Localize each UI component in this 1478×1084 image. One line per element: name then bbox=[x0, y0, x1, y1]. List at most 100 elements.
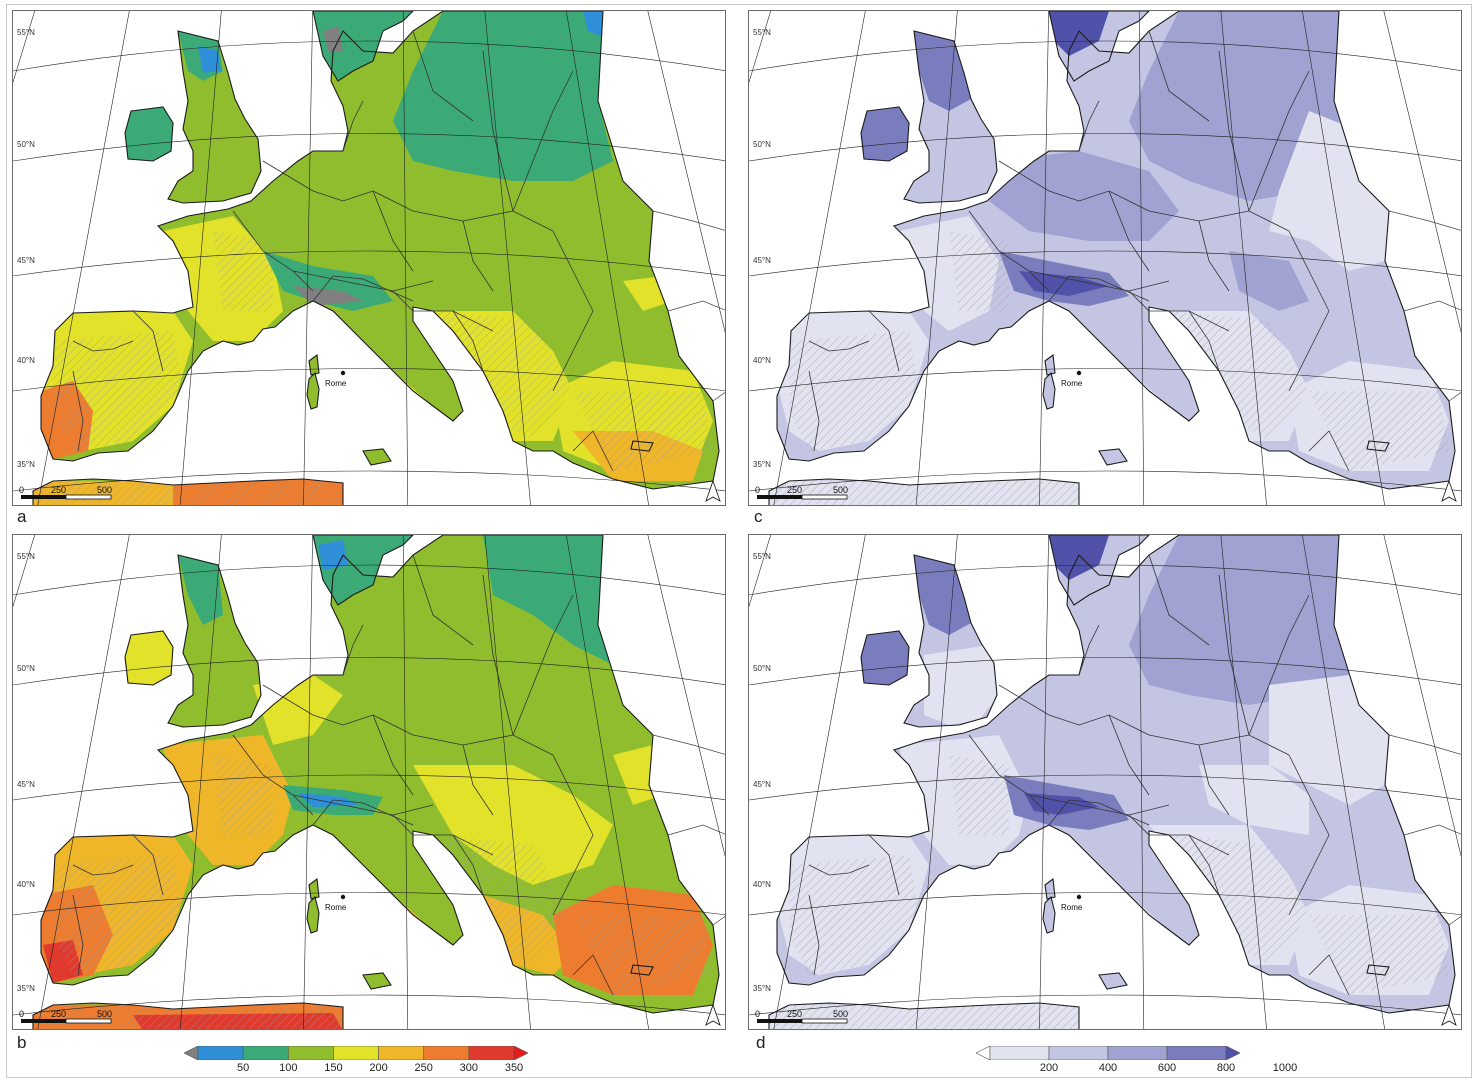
colorbar-right: 200 400 600 800 1000 bbox=[976, 1046, 1297, 1076]
colorbar-tick-label: 50 bbox=[237, 1062, 250, 1074]
map-c: 55°N 50°N 45°N 40°N 35°N Rome 0 250 500 bbox=[749, 11, 1461, 505]
graticule bbox=[13, 535, 725, 1029]
scale-bar: 0 250 500 bbox=[19, 485, 112, 500]
latitude-label: 50°N bbox=[17, 664, 35, 673]
latitude-label: 45°N bbox=[17, 780, 35, 789]
latitude-label: 55°N bbox=[753, 28, 771, 37]
panel-letter-d: d bbox=[756, 1033, 766, 1052]
map-panel-c: 55°N 50°N 45°N 40°N 35°N Rome 0 250 500 bbox=[748, 10, 1462, 506]
panel-letter-a: a bbox=[17, 507, 27, 526]
colorbar-segment bbox=[378, 1046, 425, 1060]
colorbar-segment bbox=[197, 1046, 244, 1060]
colorbar-segment bbox=[287, 1046, 334, 1060]
contour-region bbox=[1229, 251, 1309, 311]
svg-text:500: 500 bbox=[97, 485, 112, 495]
city-label: Rome bbox=[325, 903, 347, 912]
svg-text:250: 250 bbox=[787, 1009, 802, 1019]
coastlines bbox=[768, 11, 1461, 505]
latitude-label: 55°N bbox=[17, 552, 35, 561]
city-label: Rome bbox=[325, 379, 347, 388]
contour-region bbox=[263, 251, 393, 311]
contour-region bbox=[583, 11, 603, 36]
colorbar-min-triangle bbox=[976, 1046, 991, 1060]
colorbar-segment bbox=[1107, 1046, 1168, 1060]
colorbar-left-bar bbox=[184, 1046, 528, 1060]
latitude-label: 40°N bbox=[17, 880, 35, 889]
colorbar-tick-label: 250 bbox=[414, 1062, 433, 1074]
latitude-label: 55°N bbox=[753, 552, 771, 561]
latitude-label: 45°N bbox=[17, 256, 35, 265]
latitude-label: 45°N bbox=[753, 256, 771, 265]
contour-region bbox=[298, 793, 358, 807]
country-borders bbox=[72, 30, 614, 472]
contour-region bbox=[861, 631, 909, 685]
svg-text:250: 250 bbox=[51, 1009, 66, 1019]
map-panel-b: 55°N 50°N 45°N 40°N 35°N Rome 0 250 500 bbox=[12, 534, 726, 1030]
latitude-label: 50°N bbox=[753, 140, 771, 149]
colorbar-tick-label: 800 bbox=[1216, 1062, 1236, 1074]
colorbar-left: 50 100 150 200 250 300 350 bbox=[184, 1046, 528, 1076]
contour-region bbox=[413, 765, 613, 885]
colorbar-tick-label: 1000 bbox=[1272, 1062, 1298, 1074]
contour-region bbox=[1019, 271, 1109, 296]
latitude-label: 50°N bbox=[17, 140, 35, 149]
city-marker bbox=[1076, 894, 1082, 900]
contour-region bbox=[989, 151, 1179, 241]
svg-text:500: 500 bbox=[833, 485, 848, 495]
svg-text:500: 500 bbox=[97, 1009, 112, 1019]
colorbar-max-triangle bbox=[1225, 1046, 1240, 1060]
contour-region bbox=[293, 286, 363, 306]
contour-region bbox=[861, 107, 909, 161]
svg-text:0: 0 bbox=[755, 1009, 760, 1019]
coastlines bbox=[768, 535, 1461, 1029]
colorbar-segment bbox=[468, 1046, 515, 1060]
city-label: Rome bbox=[1061, 379, 1083, 388]
contour-region bbox=[125, 631, 173, 685]
svg-text:0: 0 bbox=[19, 1009, 24, 1019]
city-marker bbox=[340, 370, 346, 376]
map-panel-a: 55°N 50°N 45°N 40°N 35°N Rome 0 250 500 bbox=[12, 10, 726, 506]
country-borders bbox=[808, 554, 1350, 996]
colorbar-segment bbox=[242, 1046, 289, 1060]
city-marker bbox=[340, 894, 346, 900]
graticule bbox=[749, 535, 1461, 1029]
latitude-label: 40°N bbox=[753, 880, 771, 889]
colorbar-tick-label: 150 bbox=[324, 1062, 343, 1074]
colorbar-tick-label: 350 bbox=[504, 1062, 524, 1074]
svg-text:250: 250 bbox=[51, 485, 66, 495]
panel-letter-b: b bbox=[17, 1033, 27, 1052]
colorbar-segment bbox=[1166, 1046, 1227, 1060]
contour-region bbox=[125, 107, 173, 161]
scale-bar: 0 250 500 bbox=[755, 1009, 848, 1024]
colorbar-tick-label: 200 bbox=[369, 1062, 388, 1074]
colorbar-segment bbox=[1048, 1046, 1109, 1060]
colorbar-right-bar bbox=[976, 1046, 1240, 1060]
scale-bar: 0 250 500 bbox=[19, 1009, 112, 1024]
latitude-label: 40°N bbox=[753, 356, 771, 365]
colorbar-max-triangle bbox=[513, 1046, 528, 1060]
colorbar-tick-label: 200 bbox=[1039, 1062, 1059, 1074]
colorbar-tick-label: 400 bbox=[1098, 1062, 1118, 1074]
colorbar-tick-label: 600 bbox=[1157, 1062, 1177, 1074]
latitude-label: 50°N bbox=[753, 664, 771, 673]
colorbar-segment bbox=[423, 1046, 470, 1060]
panel-letter-c: c bbox=[754, 507, 763, 526]
north-arrow-icon bbox=[705, 479, 721, 502]
colorbar-segment bbox=[333, 1046, 379, 1060]
north-arrow-icon bbox=[1441, 1003, 1457, 1026]
latitude-label: 35°N bbox=[17, 460, 35, 469]
contour-region bbox=[393, 11, 613, 181]
land-fill bbox=[33, 11, 719, 505]
graticule bbox=[13, 11, 725, 505]
contour-region bbox=[1049, 11, 1109, 56]
latitude-label: 45°N bbox=[753, 780, 771, 789]
svg-text:250: 250 bbox=[787, 485, 802, 495]
city-label: Rome bbox=[1061, 903, 1083, 912]
north-arrow-icon bbox=[705, 1003, 721, 1026]
contour-region bbox=[483, 535, 613, 665]
city-marker bbox=[1076, 370, 1082, 376]
svg-text:500: 500 bbox=[833, 1009, 848, 1019]
latitude-label: 40°N bbox=[17, 356, 35, 365]
contour-region bbox=[318, 540, 348, 570]
contour-region bbox=[1129, 535, 1349, 705]
